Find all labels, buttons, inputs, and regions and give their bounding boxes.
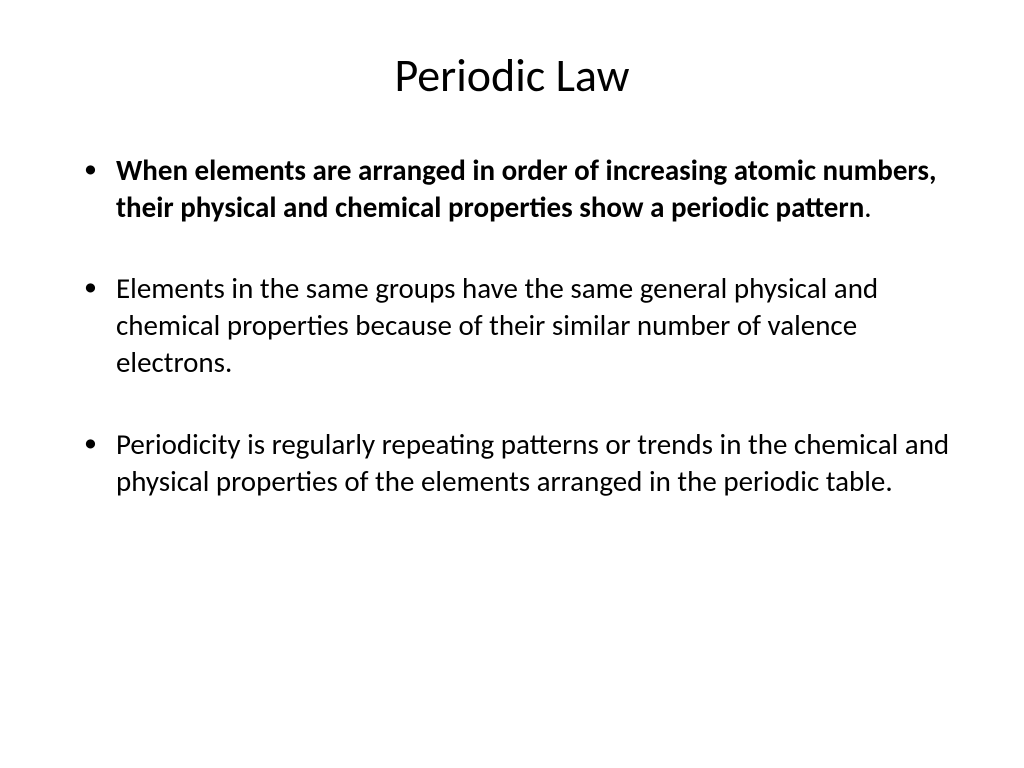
- bullet-item: Periodicity is regularly repeating patte…: [78, 426, 964, 500]
- bullet-period: .: [864, 189, 871, 225]
- bullet-list: When elements are arranged in order of i…: [60, 152, 964, 500]
- slide-title: Periodic Law: [60, 48, 964, 104]
- bullet-text-bold: When elements are arranged in order of i…: [116, 152, 936, 225]
- bullet-text: Periodicity is regularly repeating patte…: [116, 426, 949, 499]
- bullet-item: Elements in the same groups have the sam…: [78, 270, 964, 381]
- bullet-item: When elements are arranged in order of i…: [78, 152, 964, 226]
- bullet-text: Elements in the same groups have the sam…: [116, 270, 878, 380]
